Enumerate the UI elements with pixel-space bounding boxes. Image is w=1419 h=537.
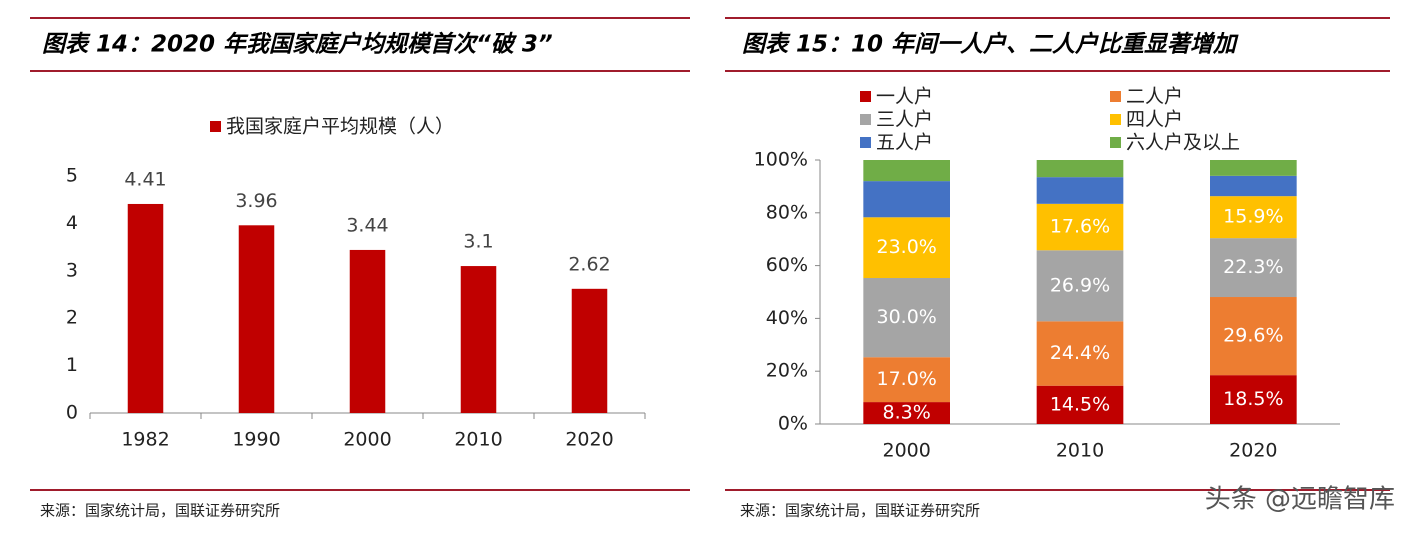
legend-swatch [1110, 91, 1121, 102]
x-tick-label: 2020 [565, 429, 613, 451]
legend-swatch [210, 121, 221, 132]
y-tick-label: 0% [778, 413, 808, 435]
bar [1036, 203, 1124, 251]
bar [863, 402, 950, 424]
y-tick-label: 80% [766, 201, 808, 223]
data-label: 29.6% [1223, 325, 1283, 347]
bar [1210, 196, 1297, 239]
chart-title: 图表 15：10 年间一人户、二人户比重显著增加 [742, 32, 1239, 58]
y-tick-label: 5 [66, 165, 78, 187]
bar [863, 160, 950, 182]
source: 来源：国家统计局，国联证券研究所 [40, 502, 280, 520]
x-tick-label: 2000 [343, 429, 391, 451]
data-label: 8.3% [883, 402, 931, 424]
data-label: 14.5% [1050, 393, 1110, 415]
data-label: 3.96 [235, 190, 277, 212]
bar [863, 181, 950, 218]
data-label: 17.0% [876, 368, 936, 390]
bar [1036, 160, 1124, 178]
legend-label: 五人户 [876, 132, 933, 154]
y-tick-label: 100% [754, 149, 808, 171]
bar [863, 217, 950, 279]
bar [1036, 321, 1124, 386]
data-label: 4.41 [124, 168, 166, 190]
legend-swatch [860, 114, 871, 125]
chart-title: 图表 14：2020 年我国家庭户均规模首次“破 3” [42, 31, 553, 58]
y-tick-label: 1 [66, 354, 78, 376]
x-tick-label: 1990 [232, 429, 280, 451]
bar [349, 249, 386, 413]
x-tick-label: 2020 [1229, 440, 1277, 462]
bar [460, 266, 497, 413]
y-tick-label: 60% [766, 254, 808, 276]
legend-swatch [860, 91, 871, 102]
data-label: 15.9% [1223, 206, 1283, 228]
bar [1210, 175, 1297, 197]
bar [1036, 250, 1124, 322]
x-tick-label: 2010 [1056, 440, 1104, 462]
data-label: 18.5% [1223, 388, 1283, 410]
data-label: 2.62 [568, 253, 610, 275]
bar [1210, 160, 1297, 176]
data-label: 26.9% [1050, 274, 1110, 296]
bar [1036, 177, 1124, 204]
source: 来源：国家统计局，国联证券研究所 [740, 502, 980, 520]
bar [127, 203, 164, 413]
bar [1036, 385, 1124, 424]
data-label: 24.4% [1050, 342, 1110, 364]
legend-label: 六人户及以上 [1126, 132, 1240, 154]
legend-swatch [860, 137, 871, 148]
data-label: 22.3% [1223, 256, 1283, 278]
legend-swatch [1110, 137, 1121, 148]
data-label: 30.0% [876, 306, 936, 328]
x-tick-label: 2000 [882, 440, 930, 462]
y-tick-label: 3 [66, 259, 78, 281]
y-tick-label: 4 [66, 212, 78, 234]
data-label: 3.1 [463, 231, 493, 253]
bar [1210, 375, 1297, 424]
bar [863, 278, 950, 358]
data-label: 17.6% [1050, 216, 1110, 238]
bar [238, 225, 275, 413]
legend-label: 四人户 [1126, 109, 1183, 131]
y-tick-label: 0 [66, 402, 78, 424]
x-tick-label: 1982 [121, 429, 169, 451]
y-tick-label: 40% [766, 307, 808, 329]
bar [863, 357, 950, 403]
bar [571, 288, 608, 413]
data-label: 23.0% [876, 236, 936, 258]
legend-label: 一人户 [876, 86, 933, 108]
legend-label: 三人户 [876, 109, 933, 131]
legend-swatch [1110, 114, 1121, 125]
y-tick-label: 20% [766, 360, 808, 382]
legend-label: 我国家庭户平均规模（人） [226, 116, 454, 138]
watermark: 头条 @远瞻智库 [1205, 485, 1395, 515]
x-tick-label: 2010 [454, 429, 502, 451]
bar [1210, 238, 1297, 298]
y-tick-label: 2 [66, 307, 78, 329]
data-label: 3.44 [346, 214, 388, 236]
legend-label: 二人户 [1126, 86, 1183, 108]
bar [1210, 297, 1297, 376]
